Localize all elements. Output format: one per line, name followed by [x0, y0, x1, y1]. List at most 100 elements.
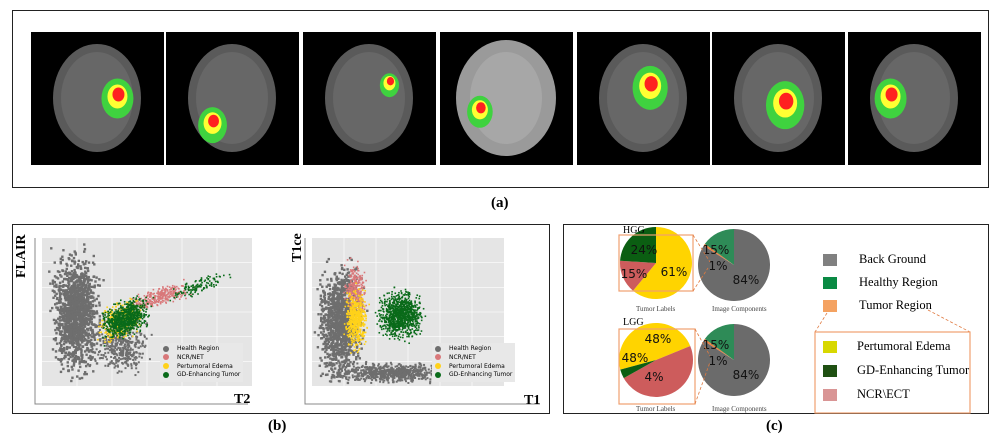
hgg-xlabel: Tumor Labels — [636, 305, 676, 313]
panel-c-label: (c) — [766, 418, 783, 434]
scatter-series — [324, 360, 456, 385]
legend-dot-icon — [163, 345, 169, 352]
pie-slice — [620, 260, 656, 291]
pie-value-label: 15% — [703, 243, 730, 257]
legend-label: Healthy Region — [859, 275, 938, 289]
connector-line — [694, 361, 711, 405]
lgg-highlight-box — [618, 328, 696, 405]
legend-dot-icon — [435, 345, 441, 352]
legend-item: Healthy Region — [823, 275, 938, 290]
legend-label: NCR/NET — [449, 353, 476, 361]
legend-label: GD-Enhancing Tumor — [857, 363, 970, 377]
scatter-series — [343, 282, 370, 354]
legend-item: Pertumoral Edema — [823, 339, 950, 354]
connector-line — [814, 312, 828, 333]
pie-value-label: 84% — [733, 368, 760, 382]
pie-slice — [620, 227, 656, 263]
legend-dot-icon — [163, 354, 169, 361]
scatter-series — [101, 295, 155, 347]
legend-swatch-icon — [823, 277, 837, 290]
legend-label: Tumor Region — [859, 298, 932, 312]
legend-swatch-icon — [823, 341, 837, 354]
legend-dot-icon — [163, 371, 169, 378]
legend-swatch-icon — [823, 254, 837, 267]
pie-slice — [704, 324, 734, 360]
legend-dot-icon — [163, 363, 169, 370]
pie-value-label: 24% — [631, 243, 658, 257]
lgg-title: LGG — [623, 317, 644, 328]
mri-slice-image — [303, 32, 436, 165]
panel-b-label: (b) — [268, 418, 287, 434]
pie-value-label: 4% — [644, 370, 663, 384]
pie-slice — [633, 227, 693, 299]
mri-slice-image — [577, 32, 710, 165]
connector-line — [692, 234, 711, 263]
pie-slice — [619, 323, 691, 370]
legend-item: NCR/NET — [163, 354, 240, 363]
panel-c-frame — [563, 224, 989, 414]
scatter1-xlabel: T2 — [234, 392, 251, 407]
panel-a-frame — [12, 10, 989, 188]
hgg-title: HGG — [623, 225, 645, 236]
legend-swatch-icon — [823, 365, 837, 378]
legend-item: NCR/NET — [435, 354, 512, 363]
panel-a-label: (a) — [491, 195, 509, 211]
lgg-xlabel: Tumor Labels — [636, 405, 676, 413]
legend-item: NCR\ECT — [823, 387, 910, 402]
hgg-highlight-box — [618, 234, 694, 292]
pie-slice — [704, 229, 734, 265]
pie-slice — [703, 338, 734, 360]
legend-item: Pertumoral Edema — [163, 363, 240, 372]
legend-item: GD-Enhancing Tumor — [163, 371, 240, 380]
scatter2-legend: Health Region NCR/NET Pertumoral Edema GD-E… — [432, 343, 516, 383]
legend-item: GD-Enhancing Tumor — [435, 371, 512, 380]
mri-slice-image — [31, 32, 164, 165]
hgg-ic-xlabel: Image Components — [712, 305, 767, 313]
pie-value-label: 15% — [703, 338, 730, 352]
legend-label: Back Ground — [859, 252, 926, 266]
panel-b-frame — [12, 224, 550, 414]
legend-label: NCR\ECT — [857, 387, 910, 401]
pie-slice — [703, 243, 734, 265]
pie-value-label: 1% — [708, 259, 727, 273]
legend-item: Pertumoral Edema — [435, 363, 512, 372]
pie-value-label: 84% — [733, 273, 760, 287]
axis-lines — [34, 238, 248, 405]
mri-slice-image — [848, 32, 981, 165]
legend-label: Pertumoral Edema — [449, 362, 505, 370]
legend-item: GD-Enhancing Tumor — [823, 363, 969, 378]
scatter2-xlabel: T1 — [524, 393, 541, 408]
scatter-series — [374, 286, 427, 345]
pie-slice — [620, 360, 656, 379]
pie-value-label: 61% — [661, 265, 688, 279]
connector-line — [692, 267, 709, 292]
connector-line — [927, 309, 971, 333]
legend-label: Health Region — [449, 345, 492, 352]
legend-label: Health Region — [177, 345, 220, 352]
connector-line — [694, 328, 711, 357]
legend-label: GD-Enhancing Tumor — [177, 371, 241, 379]
mri-slice-image — [440, 32, 573, 165]
scatter1-ylabel: FLAIR — [14, 234, 29, 278]
pie-value-label: 48% — [622, 351, 649, 365]
legend-dot-icon — [435, 354, 441, 361]
legend-label: Pertumoral Edema — [857, 339, 951, 353]
axis-lines — [304, 238, 540, 405]
pie-value-label: 15% — [621, 267, 648, 281]
legend-item: Health Region — [163, 345, 240, 354]
pie-slice — [623, 346, 693, 397]
mri-slice-image — [712, 32, 845, 165]
legend-label: Pertumoral Edema — [177, 362, 233, 370]
legend-item: Back Ground — [823, 252, 926, 267]
lgg-ic-xlabel: Image Components — [712, 405, 767, 413]
mri-slice-image — [166, 32, 299, 165]
mri-slices — [31, 32, 981, 165]
scatter2-ylabel: T1ce — [290, 233, 305, 262]
legend-item: Tumor Region — [823, 298, 932, 313]
legend-swatch-icon — [823, 389, 837, 402]
scatter-series — [169, 273, 232, 302]
scatter-plots — [34, 238, 540, 405]
scatter-series — [48, 243, 105, 383]
legend-item: Health Region — [435, 345, 512, 354]
